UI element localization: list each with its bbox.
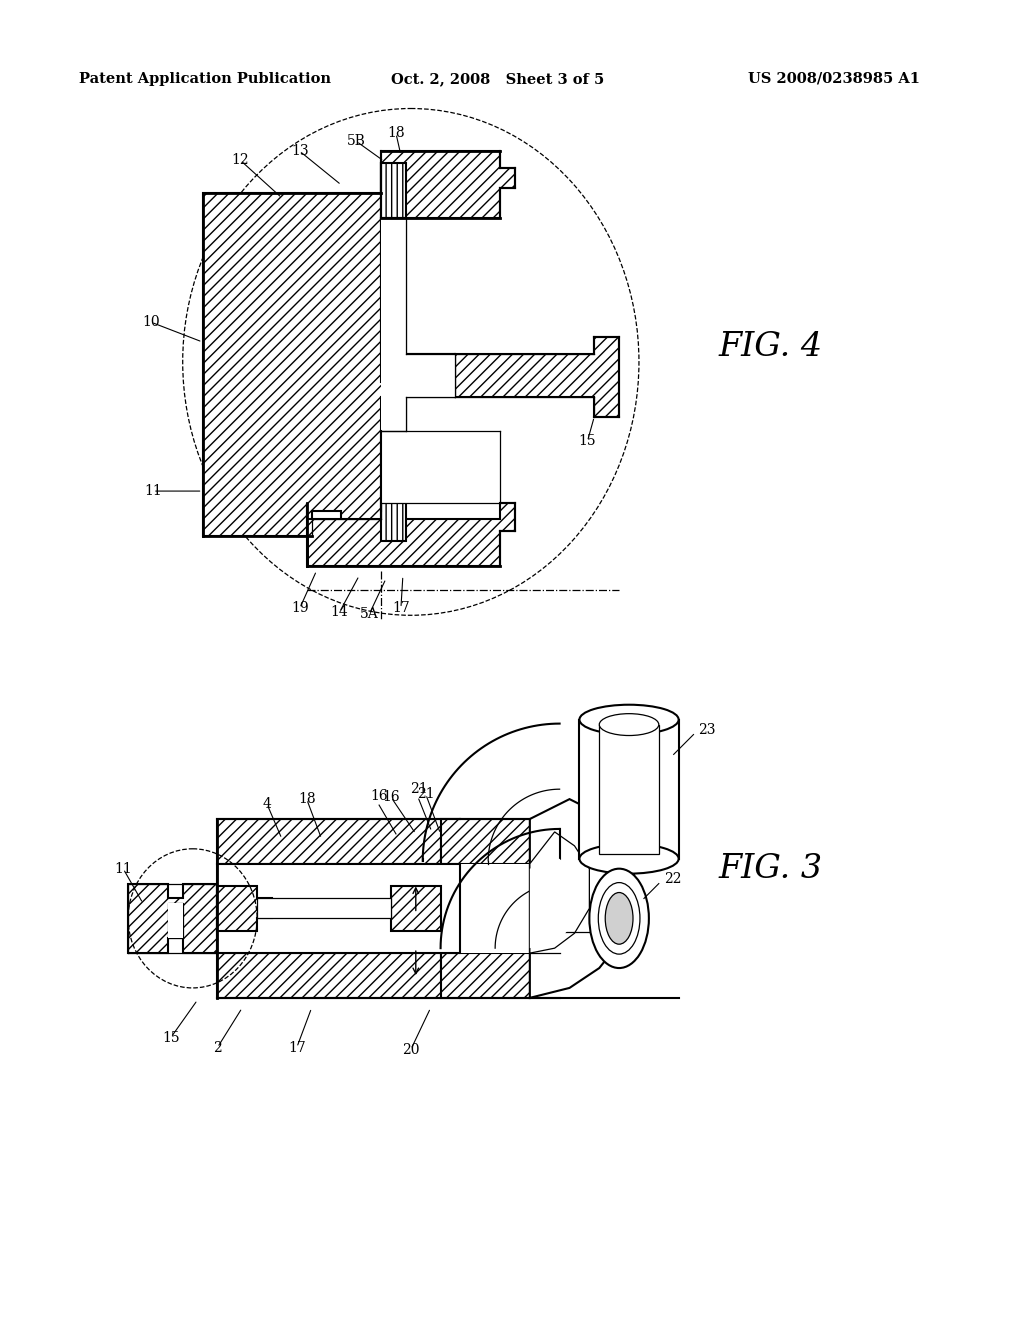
Polygon shape: [168, 903, 182, 939]
Polygon shape: [168, 903, 182, 939]
Text: 21: 21: [410, 783, 428, 796]
Polygon shape: [381, 218, 456, 432]
Text: FIG. 4: FIG. 4: [718, 331, 822, 363]
Polygon shape: [381, 152, 515, 218]
Polygon shape: [217, 953, 461, 998]
Polygon shape: [391, 886, 440, 932]
Text: 15: 15: [579, 434, 596, 449]
Text: 17: 17: [392, 602, 410, 615]
Text: 2: 2: [213, 1040, 222, 1055]
Ellipse shape: [605, 892, 633, 944]
Polygon shape: [381, 218, 406, 432]
Text: 11: 11: [115, 862, 132, 875]
Text: 23: 23: [698, 722, 716, 737]
Text: 14: 14: [331, 606, 348, 619]
Polygon shape: [381, 496, 406, 541]
Ellipse shape: [580, 705, 679, 734]
Ellipse shape: [182, 108, 639, 615]
Polygon shape: [217, 863, 461, 953]
Text: 22: 22: [664, 871, 681, 886]
Ellipse shape: [580, 843, 679, 874]
Polygon shape: [257, 899, 391, 919]
Ellipse shape: [590, 869, 649, 968]
Text: 17: 17: [288, 1040, 305, 1055]
Polygon shape: [217, 886, 272, 932]
Text: 20: 20: [402, 1043, 420, 1056]
Polygon shape: [406, 218, 456, 397]
Polygon shape: [599, 725, 658, 854]
Polygon shape: [456, 337, 620, 417]
Polygon shape: [128, 883, 217, 953]
Text: 15: 15: [162, 1031, 179, 1044]
Polygon shape: [529, 832, 590, 953]
Text: Oct. 2, 2008   Sheet 3 of 5: Oct. 2, 2008 Sheet 3 of 5: [391, 71, 604, 86]
Text: FIG. 3: FIG. 3: [718, 853, 822, 884]
Text: 11: 11: [144, 484, 162, 498]
Text: Patent Application Publication: Patent Application Publication: [79, 71, 331, 86]
Text: 5B: 5B: [347, 135, 366, 148]
Polygon shape: [440, 818, 529, 863]
Polygon shape: [580, 719, 679, 859]
Text: 13: 13: [291, 144, 308, 158]
Ellipse shape: [598, 883, 640, 954]
Text: 16: 16: [382, 791, 399, 804]
Polygon shape: [217, 818, 461, 863]
Polygon shape: [203, 164, 406, 536]
Text: 4: 4: [262, 797, 271, 810]
Polygon shape: [529, 859, 578, 948]
Ellipse shape: [599, 714, 658, 735]
Polygon shape: [529, 799, 634, 998]
Polygon shape: [440, 953, 529, 998]
Text: 18: 18: [387, 127, 404, 140]
Text: 19: 19: [291, 602, 308, 615]
Text: 16: 16: [371, 789, 388, 803]
Text: 5A: 5A: [359, 607, 379, 622]
Polygon shape: [440, 863, 529, 953]
Polygon shape: [381, 432, 500, 503]
Text: 21: 21: [417, 787, 434, 801]
Text: 10: 10: [142, 315, 160, 329]
Text: US 2008/0238985 A1: US 2008/0238985 A1: [749, 71, 920, 86]
Text: 12: 12: [231, 153, 249, 168]
Polygon shape: [381, 164, 406, 218]
Text: 18: 18: [298, 792, 315, 807]
Polygon shape: [306, 503, 515, 565]
